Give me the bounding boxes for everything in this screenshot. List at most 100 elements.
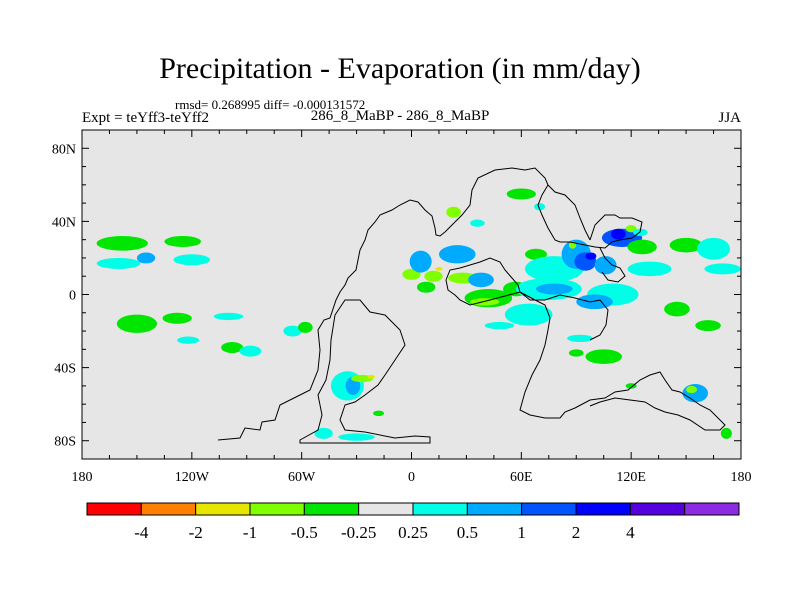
anomaly-patch — [534, 203, 546, 211]
anomaly-patch — [484, 321, 515, 330]
coastline-eurasia-africa — [444, 167, 643, 419]
anomaly-patch — [177, 336, 200, 344]
coastline-asia-east — [547, 184, 626, 283]
colorbar-label: 0.5 — [457, 523, 478, 542]
colorbar: -4 -2 -1 -0.5 -0.25 0.25 0.5 1 2 4 — [86, 502, 740, 542]
x-tick-label: 180 — [72, 470, 93, 485]
y-tick-label: 40S — [54, 362, 76, 377]
stats-line: rmsd= 0.268995 diff= -0.000131572 — [175, 97, 366, 112]
x-tick-label: 120W — [175, 470, 210, 485]
anomaly-patch — [524, 248, 547, 260]
anomaly-patch — [338, 433, 375, 441]
anomaly-patch — [367, 374, 375, 379]
x-tick-label: 60W — [288, 470, 316, 485]
experiment-label: Expt = teYff3-teYff2 — [82, 110, 210, 126]
anomaly-patch — [669, 237, 703, 253]
anomaly-patch — [627, 261, 672, 277]
anomaly-patch — [314, 427, 333, 439]
run-label: 286_8_MaBP - 286_8_MaBP — [310, 108, 490, 124]
season-label: JJA — [718, 110, 741, 126]
anomaly-patch — [720, 427, 732, 439]
anomaly-patch — [435, 267, 443, 271]
plot-frame — [81, 129, 742, 460]
anomaly-patch — [298, 321, 313, 333]
anomaly-patch — [164, 236, 201, 247]
colorbar-label: -0.25 — [341, 523, 376, 542]
anomaly-patch — [695, 320, 721, 332]
anomaly-patch — [424, 270, 443, 282]
anomaly-patch — [697, 237, 731, 260]
anomaly-patch — [96, 236, 148, 251]
colorbar-box — [249, 502, 305, 516]
colorbar-box — [466, 502, 523, 516]
anomaly-patch — [686, 385, 698, 394]
coastline-americas — [217, 199, 446, 441]
anomaly-patch — [438, 245, 476, 264]
anomaly-patch — [627, 239, 657, 255]
anomaly-patch — [504, 303, 553, 326]
colorbar-label: 2 — [572, 523, 581, 542]
y-axis: 80N 40N 0 40S 80S — [52, 142, 741, 450]
anomaly-patch — [470, 219, 485, 227]
anomaly-patch — [136, 252, 156, 264]
colorbar-label: 1 — [517, 523, 526, 542]
anomaly-patch — [611, 228, 626, 240]
colorbar-box — [303, 502, 360, 516]
colorbar-box — [86, 502, 142, 516]
x-axis: 180 120W 60W 0 60E 120E 180 — [72, 130, 752, 485]
y-tick-label: 40N — [52, 215, 76, 230]
y-tick-label: 80S — [54, 435, 76, 450]
anomaly-patch — [213, 312, 244, 321]
anomaly-patch — [568, 349, 584, 357]
anomaly-patch — [625, 225, 637, 233]
anomaly-patch — [576, 294, 613, 310]
anomaly-patch — [162, 312, 192, 324]
anomaly-patch — [116, 314, 158, 333]
anomaly-patch — [567, 334, 593, 343]
colorbar-label: -2 — [189, 523, 203, 542]
colorbar-box — [412, 502, 468, 516]
anomaly-patch — [704, 263, 741, 275]
anomaly-patch — [468, 272, 494, 288]
colorbar-box — [575, 502, 631, 516]
colorbar-label: 4 — [626, 523, 635, 542]
colorbar-box — [140, 502, 197, 516]
anomaly-patch — [96, 257, 141, 269]
chart-title: Precipitation - Evaporation (in mm/day) — [159, 52, 641, 85]
x-tick-label: 0 — [408, 470, 415, 485]
anomaly-patch — [409, 250, 432, 273]
x-tick-label: 180 — [731, 470, 752, 485]
coastline-indonesia — [544, 294, 609, 341]
x-tick-label: 60E — [510, 470, 533, 485]
coastline-south-america — [299, 299, 431, 444]
anomaly-patch — [506, 188, 536, 200]
anomaly-patch — [221, 342, 244, 353]
colorbar-box — [521, 502, 577, 516]
anomaly-patch — [594, 256, 617, 275]
anomaly-patch — [585, 252, 597, 260]
colorbar-box — [195, 502, 251, 516]
anomaly-patch — [585, 349, 623, 364]
anomaly-patch — [173, 254, 211, 266]
anomaly-patch — [373, 410, 385, 417]
colorbar-box — [684, 502, 740, 516]
coastline-outlines — [217, 167, 726, 444]
y-tick-label: 80N — [52, 142, 76, 157]
anomaly-patch — [664, 301, 690, 317]
coastline-australia — [574, 371, 726, 431]
anomaly-patch — [402, 268, 421, 280]
anomaly-patch — [446, 206, 461, 218]
y-tick-label: 0 — [69, 289, 76, 304]
colorbar-label: -1 — [243, 523, 257, 542]
colorbar-box — [358, 502, 414, 516]
anomaly-patch — [283, 325, 302, 337]
anomaly-patch — [682, 384, 709, 403]
anomaly-patch — [416, 281, 436, 293]
anomaly-patch — [239, 345, 262, 357]
colorbar-label: -0.5 — [291, 523, 318, 542]
anomaly-field — [96, 188, 741, 441]
colorbar-box — [629, 502, 686, 516]
plot-background — [82, 130, 741, 459]
anomaly-patch — [535, 283, 573, 295]
